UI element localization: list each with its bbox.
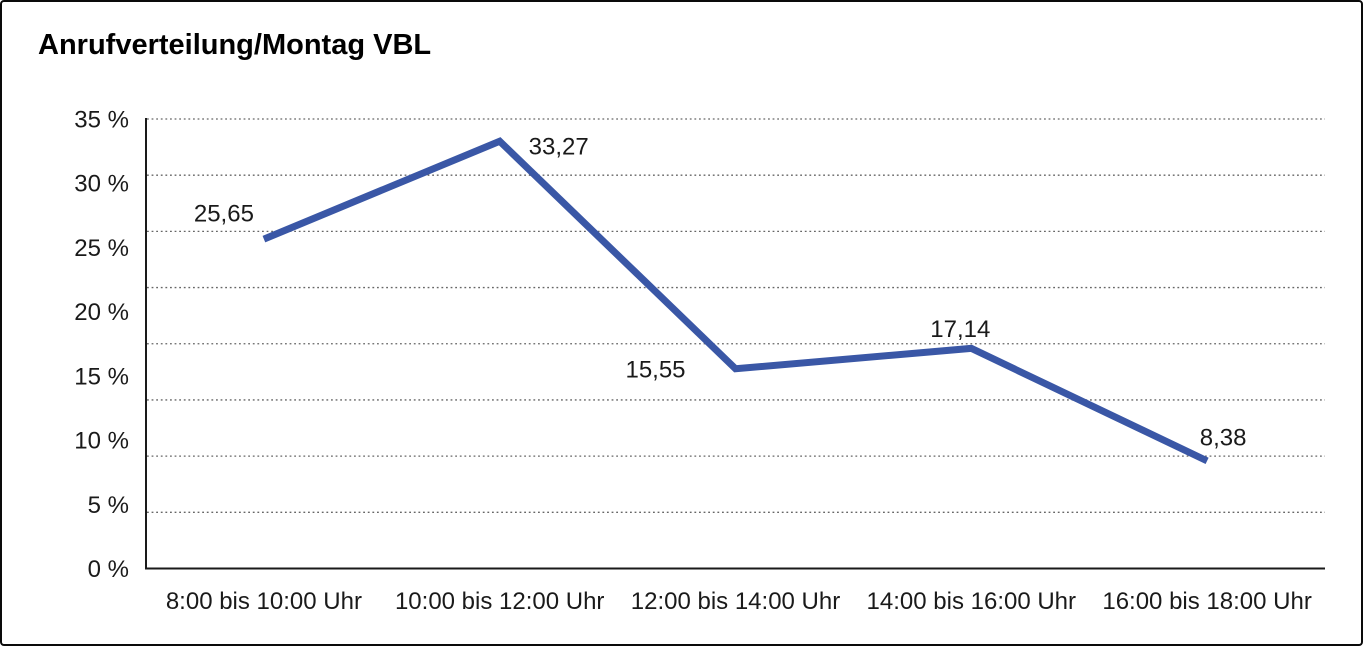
chart-title: Anrufverteilung/Montag VBL xyxy=(38,29,432,61)
y-tick-label: 25 % xyxy=(74,235,129,262)
y-tick-label: 15 % xyxy=(74,363,129,390)
x-axis-label: 16:00 bis 18:00 Uhr xyxy=(1102,588,1311,615)
y-tick-label: 35 % xyxy=(74,107,129,134)
data-label: 15,55 xyxy=(625,356,685,383)
x-axis-label: 12:00 bis 14:00 Uhr xyxy=(631,588,840,615)
y-tick-label: 30 % xyxy=(74,171,129,198)
y-tick-label: 10 % xyxy=(74,428,129,455)
x-axis-label: 14:00 bis 16:00 Uhr xyxy=(867,588,1076,615)
data-label: 8,38 xyxy=(1200,424,1247,451)
x-axis-label: 8:00 bis 10:00 Uhr xyxy=(166,588,362,615)
x-axis-label: 10:00 bis 12:00 Uhr xyxy=(395,588,604,615)
y-tick-label: 0 % xyxy=(88,556,129,583)
data-line xyxy=(262,137,1209,465)
y-tick-label: 5 % xyxy=(88,492,129,519)
data-label: 33,27 xyxy=(529,134,589,161)
y-tick-label: 20 % xyxy=(74,299,129,326)
data-label: 17,14 xyxy=(930,316,990,343)
data-label: 25,65 xyxy=(194,201,254,228)
